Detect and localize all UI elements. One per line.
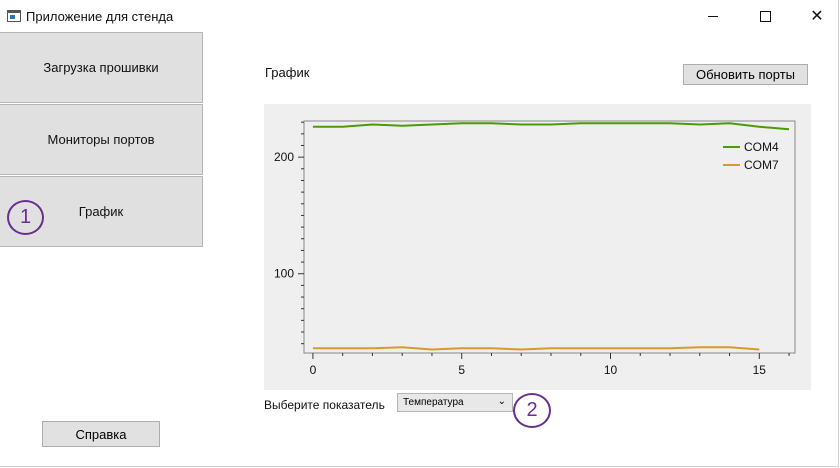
chevron-down-icon: ⌄ [497, 396, 506, 407]
line-chart: 100 200 0 5 10 15 COM4 COM7 [264, 104, 811, 390]
title-bar: Приложение для стенда ✕ [0, 0, 838, 32]
maximize-icon [759, 10, 771, 22]
refresh-ports-button[interactable]: Обновить порты [683, 64, 808, 85]
metric-select-value: Температура [403, 397, 464, 408]
nav-firmware-button[interactable]: Загрузка прошивки [0, 32, 203, 103]
close-icon: ✕ [810, 6, 824, 25]
help-button[interactable]: Справка [42, 421, 160, 447]
graph-title: График [265, 65, 310, 80]
close-button[interactable]: ✕ [794, 0, 840, 32]
y-tick-label: 100 [274, 267, 294, 281]
chart-panel: 100 200 0 5 10 15 COM4 COM7 [264, 104, 811, 390]
nav-port-monitors-label: Мониторы портов [47, 132, 155, 147]
minimize-icon [708, 15, 718, 17]
legend-label: COM4 [744, 140, 779, 154]
minimize-button[interactable] [690, 0, 736, 32]
legend-label: COM7 [744, 158, 779, 172]
nav-port-monitors-button[interactable]: Мониторы портов [0, 104, 203, 175]
x-tick-label: 5 [458, 363, 465, 377]
x-tick-label: 15 [753, 363, 767, 377]
metric-select-label: Выберите показатель [264, 398, 385, 412]
annotation-marker-2: 2 [513, 393, 551, 428]
app-icon [7, 10, 21, 22]
plot-area-frame [303, 120, 796, 354]
annotation-marker-1: 1 [7, 200, 44, 235]
chart-background [264, 104, 811, 390]
series-line-com4 [312, 122, 790, 131]
y-tick-label: 200 [274, 150, 294, 164]
metric-select[interactable]: Температура ⌄ [397, 393, 513, 412]
series-line-com7 [312, 346, 760, 351]
x-tick-label: 10 [604, 363, 618, 377]
chart-legend: COM4 COM7 [723, 140, 779, 172]
x-tick-label: 0 [310, 363, 317, 377]
maximize-button[interactable] [742, 0, 788, 32]
window-title: Приложение для стенда [26, 9, 174, 24]
nav-graph-label: График [78, 204, 124, 219]
nav-firmware-label: Загрузка прошивки [43, 60, 159, 75]
